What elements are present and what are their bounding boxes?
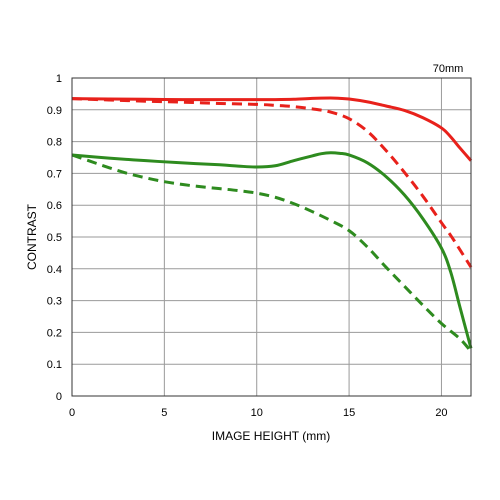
y-tick-label: 1 bbox=[56, 73, 62, 85]
y-tick-label: 0.6 bbox=[47, 200, 62, 212]
y-tick-label: 0.9 bbox=[47, 105, 62, 117]
y-tick-label: 0.8 bbox=[47, 137, 62, 149]
y-tick-label: 0.4 bbox=[47, 264, 62, 276]
x-tick-label: 20 bbox=[435, 407, 447, 419]
y-tick-label: 0.5 bbox=[47, 232, 62, 244]
focal-length-label: 70mm bbox=[433, 63, 464, 75]
plot-frame bbox=[71, 77, 472, 397]
x-tick-label: 10 bbox=[251, 407, 263, 419]
x-tick-label: 5 bbox=[161, 407, 167, 419]
x-tick-label: 0 bbox=[69, 407, 75, 419]
series-line-green-solid bbox=[71, 151, 473, 349]
series-line-red-solid bbox=[71, 96, 473, 162]
x-tick-label: 15 bbox=[343, 407, 355, 419]
series-line-red-dashed bbox=[71, 97, 473, 269]
y-tick-labels: 0 0.1 0.2 0.3 0.4 0.5 0.6 0.7 0.8 0.9 1 bbox=[47, 73, 62, 403]
y-tick-label: 0.1 bbox=[47, 359, 62, 371]
x-tick-labels: 0 5 10 15 20 bbox=[69, 407, 448, 419]
y-tick-label: 0.3 bbox=[47, 296, 62, 308]
y-tick-label: 0.7 bbox=[47, 168, 62, 180]
y-tick-label: 0 bbox=[56, 391, 62, 403]
y-tick-label: 0.2 bbox=[47, 327, 62, 339]
series-line-green-dashed bbox=[71, 153, 473, 353]
series-layer bbox=[71, 96, 473, 353]
x-axis-title: IMAGE HEIGHT (mm) bbox=[212, 429, 330, 443]
y-axis-title: CONTRAST bbox=[25, 203, 39, 270]
